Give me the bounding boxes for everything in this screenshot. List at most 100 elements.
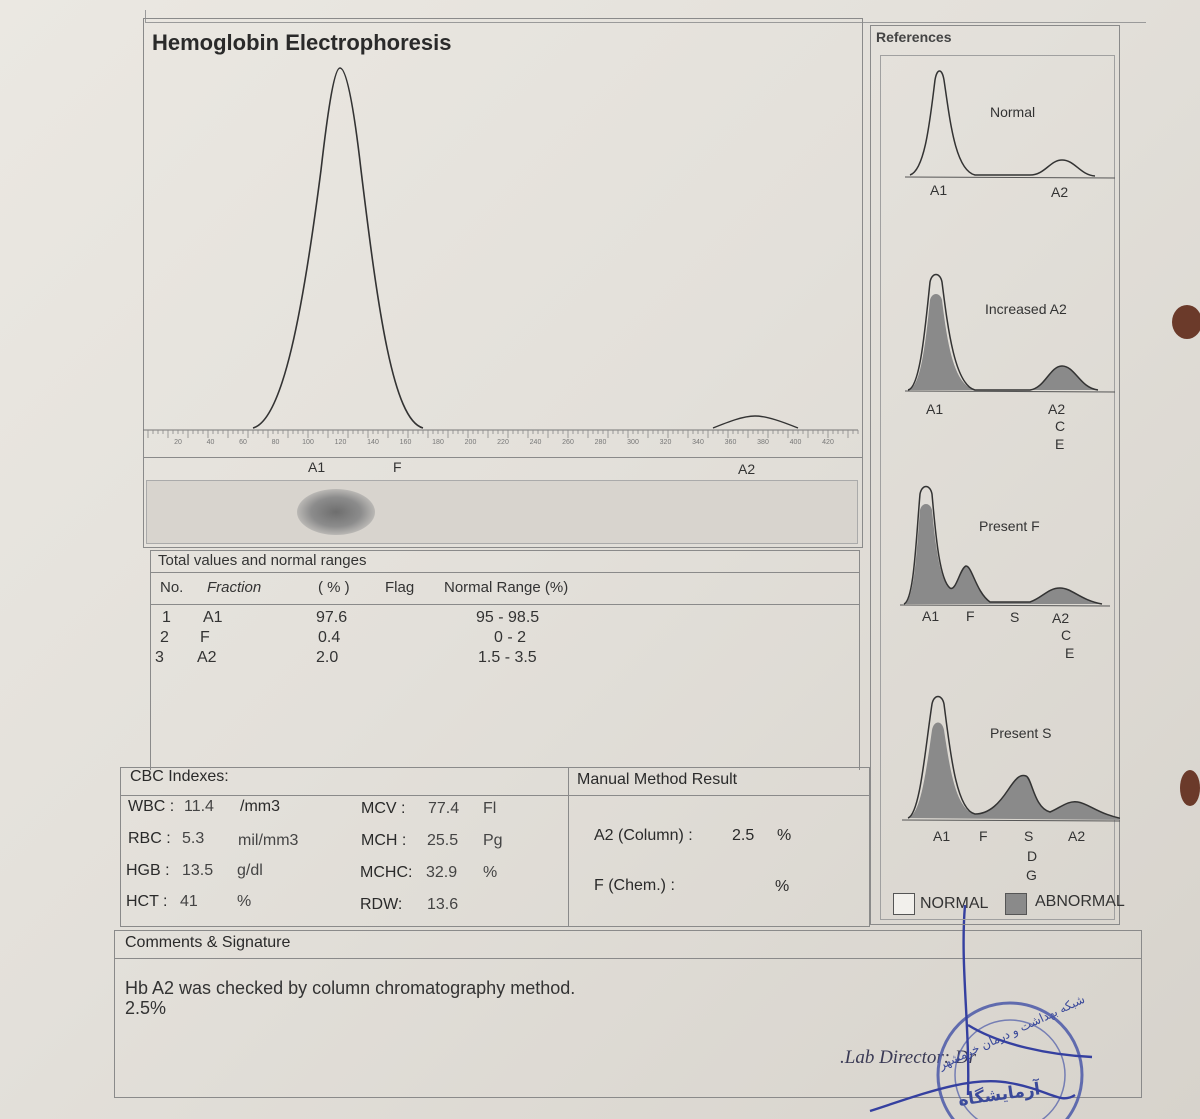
- ref-present-s-title: Present S: [990, 725, 1052, 741]
- gel-strip: [146, 480, 858, 544]
- axis-tick-label: 240: [530, 439, 542, 446]
- f-chem-label: F (Chem.) :: [594, 877, 675, 894]
- electrophoresis-panel: [143, 18, 863, 548]
- axis-tick-label: 200: [465, 439, 477, 446]
- a2-peak: [712, 415, 799, 429]
- axis-tick-label: 380: [757, 439, 769, 446]
- axis-tick-label: 300: [627, 439, 639, 446]
- mcv-value: 77.4: [428, 800, 460, 817]
- col-header-flag: Flag: [385, 579, 415, 596]
- ref-present-s-label-d: D: [1027, 848, 1038, 864]
- ref-present-s-label-s: S: [1024, 828, 1034, 844]
- row1-fraction: A1: [203, 609, 223, 626]
- peak-label-a1: A1: [308, 459, 326, 475]
- axis-tick-label: 320: [660, 439, 672, 446]
- ref-normal-label-a1: A1: [930, 182, 948, 198]
- legend-abnormal-label: ABNORMAL: [1035, 893, 1125, 910]
- f-chem-unit: %: [775, 878, 790, 895]
- row3-percent: 2.0: [316, 649, 339, 666]
- row3-no: 3: [155, 649, 164, 666]
- stamp-circle: [936, 1001, 1084, 1119]
- axis-tick-label: 20: [174, 439, 182, 446]
- rbc-label: RBC :: [128, 830, 171, 847]
- ref-increased-a2-graph: [904, 273, 1116, 393]
- axis-tick-label: 60: [239, 439, 247, 446]
- ref-present-s-graph: [901, 695, 1120, 822]
- axis-tick-label: 180: [432, 439, 444, 446]
- cbc-divider: [120, 795, 870, 796]
- row3-fraction: A2: [197, 649, 217, 666]
- comments-heading: Comments & Signature: [125, 934, 291, 951]
- ref-present-s-label-f: F: [979, 828, 988, 844]
- mchc-value: 32.9: [426, 864, 458, 881]
- ref-present-f-label-c: C: [1061, 627, 1072, 643]
- peak-label-a2: A2: [738, 461, 756, 477]
- hgb-label: HGB :: [126, 862, 170, 879]
- axis-tick-label: 360: [725, 439, 737, 446]
- totals-heading: Total values and normal ranges: [158, 552, 367, 569]
- rdw-value: 13.6: [427, 896, 459, 913]
- rdw-label: RDW:: [360, 896, 403, 913]
- axis-tick-label: 280: [595, 439, 607, 446]
- hct-unit: %: [237, 893, 252, 910]
- signature-stroke: [869, 905, 1093, 1113]
- ref-present-f-label-s: S: [1010, 609, 1020, 625]
- comment-line-1: Hb A2 was checked by column chromatograp…: [125, 978, 576, 998]
- ref-normal-graph: [904, 70, 1116, 179]
- ref-present-f-graph: [899, 485, 1111, 607]
- axis-tick-label: 160: [400, 439, 412, 446]
- totals-header-divider: [150, 604, 860, 605]
- gel-band: [297, 489, 375, 535]
- totals-divider: [150, 572, 860, 573]
- row2-no: 2: [160, 629, 169, 646]
- signature-stamp: [869, 905, 1093, 1119]
- row2-fraction: F: [200, 629, 210, 646]
- rbc-value: 5.3: [182, 830, 205, 847]
- manual-divider: [568, 767, 569, 927]
- a1-peak: [252, 67, 424, 429]
- wbc-unit: /mm3: [240, 798, 280, 815]
- legend-normal-label: NORMAL: [920, 895, 989, 912]
- ref-increased-a2-title: Increased A2: [985, 301, 1067, 317]
- mcv-unit: Fl: [483, 800, 497, 817]
- top-border: [145, 10, 1146, 23]
- axis-tick-label: 260: [562, 439, 574, 446]
- totals-table: [150, 550, 860, 770]
- ref-normal-title: Normal: [990, 104, 1036, 120]
- mch-value: 25.5: [427, 832, 459, 849]
- axis-ticks: [147, 430, 859, 438]
- peak-label-f: F: [393, 459, 402, 475]
- a2-column-label: A2 (Column) :: [594, 827, 693, 844]
- axis-tick-label: 420: [822, 439, 834, 446]
- cbc-heading: CBC Indexes:: [130, 768, 229, 785]
- comments-panel: [114, 930, 1142, 1098]
- col-header-no: No.: [160, 579, 184, 596]
- ref-present-s-label-g: G: [1026, 867, 1037, 883]
- axis-tick-label: 80: [272, 439, 280, 446]
- ref-present-f-title: Present F: [979, 518, 1040, 534]
- binder-hole-bottom: [1180, 770, 1200, 806]
- hgb-unit: g/dl: [237, 862, 263, 879]
- ref-present-s-label-a1: A1: [933, 828, 951, 844]
- axis-tick-label: 100: [302, 439, 314, 446]
- manual-heading: Manual Method Result: [577, 771, 738, 788]
- row2-range: 0 - 2: [494, 629, 527, 646]
- legend-normal-swatch: [893, 893, 915, 915]
- mchc-unit: %: [483, 864, 498, 881]
- binder-hole-top: [1172, 305, 1200, 339]
- ref-normal-label-a2: A2: [1051, 184, 1069, 200]
- ref-increased-a2-label-e: E: [1055, 436, 1065, 452]
- ref-present-s-label-a2: A2: [1068, 828, 1086, 844]
- col-header-range: Normal Range (%): [444, 579, 569, 596]
- rbc-unit: mil/mm3: [238, 832, 299, 849]
- ref-present-f-label-e: E: [1065, 645, 1075, 661]
- row1-percent: 97.6: [316, 609, 348, 626]
- hct-value: 41: [180, 893, 198, 910]
- stamp-inner-circle: [954, 1019, 1066, 1119]
- wbc-label: WBC :: [128, 798, 175, 815]
- ref-increased-a2-label-a1: A1: [926, 401, 944, 417]
- row1-range: 95 - 98.5: [476, 609, 540, 626]
- references-inner: [880, 55, 1115, 920]
- ref-present-f-label-a1: A1: [922, 608, 940, 624]
